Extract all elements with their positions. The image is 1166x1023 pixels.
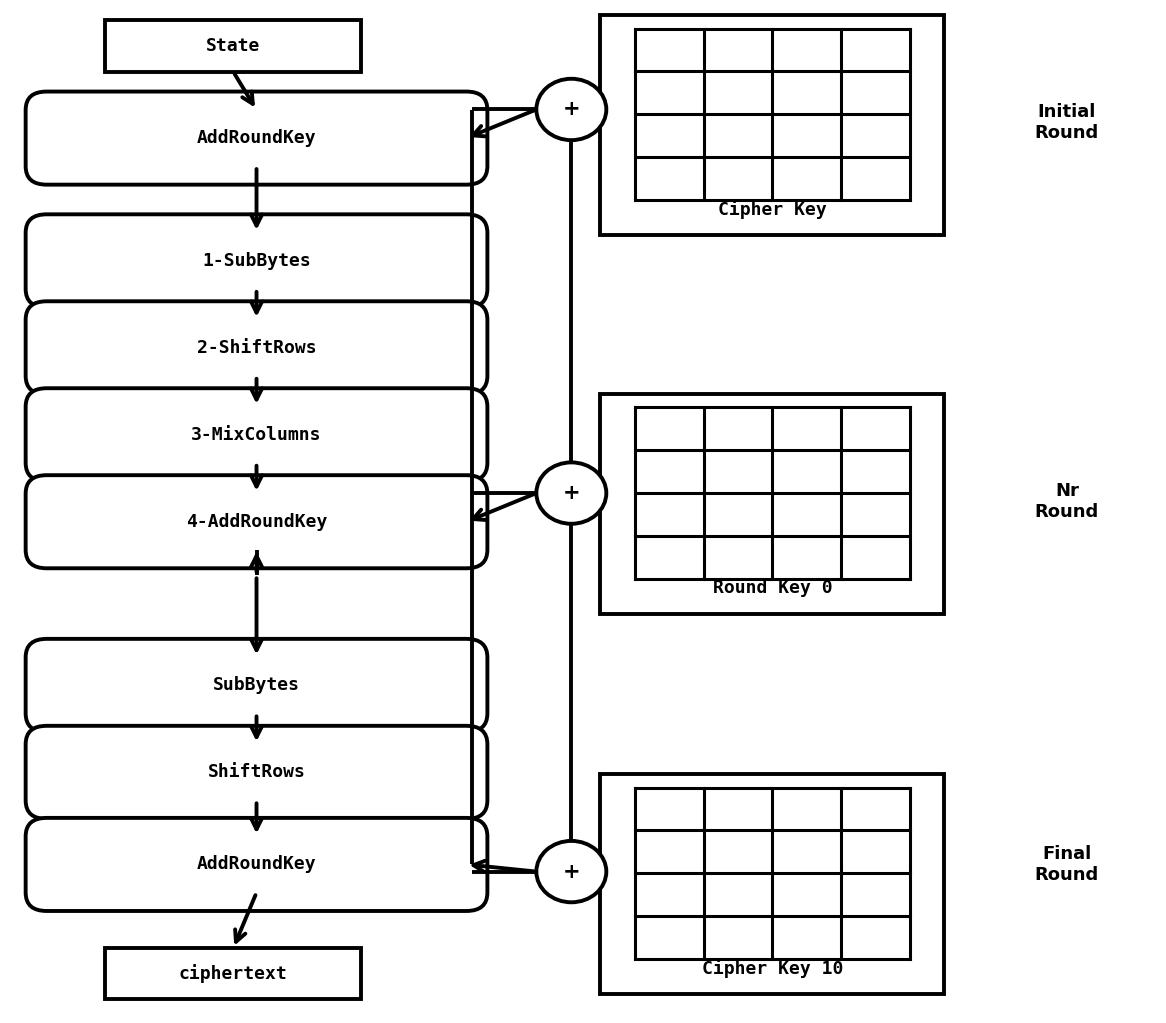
Text: AddRoundKey: AddRoundKey [197,129,316,147]
Text: Round Key 0: Round Key 0 [712,579,833,597]
FancyBboxPatch shape [26,818,487,910]
Text: SubBytes: SubBytes [213,676,300,695]
FancyBboxPatch shape [26,726,487,818]
FancyBboxPatch shape [26,301,487,394]
Text: Nr
Round: Nr Round [1034,482,1100,521]
FancyBboxPatch shape [26,389,487,482]
Text: 4-AddRoundKey: 4-AddRoundKey [185,513,328,531]
FancyBboxPatch shape [105,948,361,999]
Circle shape [536,79,606,140]
FancyBboxPatch shape [105,20,361,72]
Text: AddRoundKey: AddRoundKey [197,855,316,874]
Text: +: + [562,483,581,503]
Text: 2-ShiftRows: 2-ShiftRows [197,339,316,357]
Text: 1-SubBytes: 1-SubBytes [202,252,311,270]
FancyBboxPatch shape [26,638,487,732]
FancyBboxPatch shape [26,475,487,569]
Circle shape [536,841,606,902]
FancyBboxPatch shape [26,215,487,307]
Text: 3-MixColumns: 3-MixColumns [191,426,322,444]
FancyBboxPatch shape [600,774,944,994]
Text: Cipher Key: Cipher Key [718,201,827,219]
FancyBboxPatch shape [26,92,487,184]
FancyBboxPatch shape [600,15,944,235]
Text: Final
Round: Final Round [1034,845,1100,884]
Text: ShiftRows: ShiftRows [208,763,305,782]
Text: ciphertext: ciphertext [178,965,288,983]
Text: State: State [206,37,260,55]
FancyBboxPatch shape [600,394,944,614]
Text: +: + [562,99,581,120]
Text: +: + [562,861,581,882]
Text: Cipher Key 10: Cipher Key 10 [702,960,843,978]
Text: Initial
Round: Initial Round [1034,103,1100,142]
Circle shape [536,462,606,524]
